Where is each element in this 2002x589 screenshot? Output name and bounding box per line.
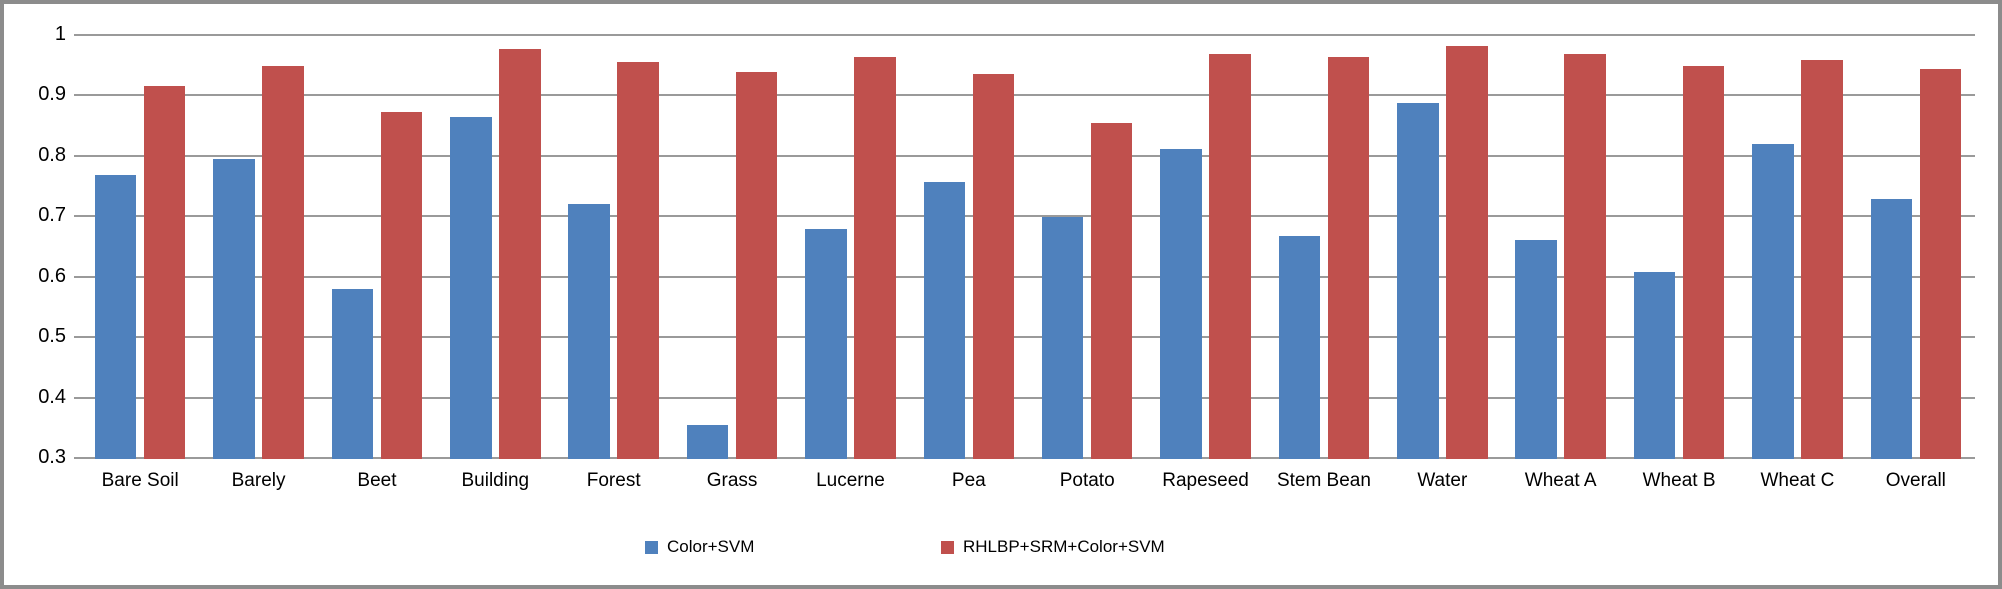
gridline-0.3: [74, 457, 1975, 459]
bar-color-svm-forest: [568, 203, 610, 459]
bar-rhlbp-srm-color-svm-pea: [972, 74, 1015, 459]
x-label-stem-bean: Stem Bean: [1276, 470, 1371, 491]
bar-color-svm-stem-bean: [1278, 236, 1321, 459]
x-label-overall: Overall: [1885, 470, 1946, 491]
legend-item-color-svm: Color+SVM: [645, 537, 754, 557]
bar-color-svm-bare-soil: [94, 175, 137, 459]
gridline-0.8: [74, 154, 1975, 157]
x-label-lucerne: Lucerne: [816, 470, 885, 491]
bar-color-svm-barely: [213, 158, 255, 459]
x-label-beet: Beet: [357, 470, 397, 491]
x-label-bare-soil: Bare Soil: [101, 470, 179, 491]
x-label-wheat-a: Wheat A: [1524, 470, 1597, 491]
x-label-pea: Pea: [951, 470, 986, 491]
bar-rhlbp-srm-color-svm-wheat-c: [1801, 60, 1843, 459]
bar-rhlbp-srm-color-svm-building: [499, 48, 541, 459]
x-label-wheat-b: Wheat B: [1642, 470, 1716, 491]
x-label-water: Water: [1417, 470, 1468, 491]
bar-color-svm-grass: [686, 425, 729, 459]
y-tick-label-0.6: 0.6: [38, 264, 66, 287]
bar-rhlbp-srm-color-svm-wheat-a: [1564, 54, 1606, 459]
bar-rhlbp-srm-color-svm-potato: [1090, 122, 1133, 459]
bar-color-svm-water: [1397, 103, 1439, 459]
x-label-potato: Potato: [1059, 470, 1115, 491]
legend-label-rhlbp-srm-color-svm: RHLBP+SRM+Color+SVM: [963, 537, 1165, 556]
plot-area: 1 0.9 0.8 0.7 0.6 0.5 0.4 0.3 Bare Soil Barely Bee…: [4, 4, 1998, 585]
x-label-grass: Grass: [706, 470, 758, 491]
legend-swatch-rhlbp-srm-color-svm: [941, 540, 954, 554]
x-label-building: Building: [461, 470, 530, 491]
y-tick-label-1: 1: [54, 23, 66, 45]
legend: Color+SVM RHLBP+SRM+Color+SVM: [4, 537, 1998, 561]
legend-item-rhlbp-srm-color-svm: RHLBP+SRM+Color+SVM: [941, 537, 1165, 557]
bar-color-svm-rapeseed: [1160, 148, 1202, 459]
bar-color-svm-pea: [923, 182, 966, 459]
x-label-rapeseed: Rapeseed: [1162, 470, 1249, 491]
bar-rhlbp-srm-color-svm-lucerne: [854, 57, 896, 459]
y-tick-label-0.9: 0.9: [38, 83, 66, 106]
gridline-0.6: [74, 275, 1975, 278]
bar-color-svm-beet: [331, 288, 374, 459]
gridline-1: [74, 34, 1975, 36]
bar-color-svm-overall: [1870, 199, 1913, 459]
bar-color-svm-lucerne: [805, 228, 847, 459]
bar-rhlbp-srm-color-svm-wheat-b: [1682, 66, 1725, 459]
bar-rhlbp-srm-color-svm-barely: [262, 65, 304, 459]
bar-color-svm-building: [450, 117, 492, 459]
bar-rhlbp-srm-color-svm-water: [1446, 46, 1488, 459]
bar-rhlbp-srm-color-svm-bare-soil: [143, 85, 186, 459]
y-tick-label-0.7: 0.7: [38, 204, 66, 227]
gridline-0.4: [74, 396, 1975, 399]
gridline-0.5: [74, 336, 1975, 339]
y-tick-label-0.4: 0.4: [38, 385, 66, 408]
x-label-forest: Forest: [586, 470, 641, 491]
x-label-barely: Barely: [231, 470, 286, 491]
gridline-0.7: [74, 215, 1975, 218]
gridline-0.9: [74, 94, 1975, 97]
bar-color-svm-wheat-b: [1633, 271, 1676, 459]
bar-color-svm-wheat-a: [1515, 239, 1557, 459]
bar-rhlbp-srm-color-svm-stem-bean: [1327, 56, 1370, 459]
bar-rhlbp-srm-color-svm-grass: [735, 72, 778, 459]
legend-label-color-svm: Color+SVM: [667, 537, 755, 556]
bar-rhlbp-srm-color-svm-rapeseed: [1209, 53, 1251, 459]
x-label-wheat-c: Wheat C: [1760, 470, 1835, 491]
y-tick-label-0.5: 0.5: [38, 325, 66, 348]
bar-rhlbp-srm-color-svm-forest: [617, 62, 659, 459]
y-tick-label-0.3: 0.3: [38, 446, 66, 468]
bar-color-svm-potato: [1041, 217, 1084, 459]
bar-color-svm-wheat-c: [1752, 144, 1794, 459]
y-tick-label-0.8: 0.8: [38, 143, 66, 166]
bar-rhlbp-srm-color-svm-beet: [380, 111, 423, 459]
bar-rhlbp-srm-color-svm-overall: [1919, 68, 1962, 459]
legend-swatch-color-svm: [645, 540, 658, 554]
